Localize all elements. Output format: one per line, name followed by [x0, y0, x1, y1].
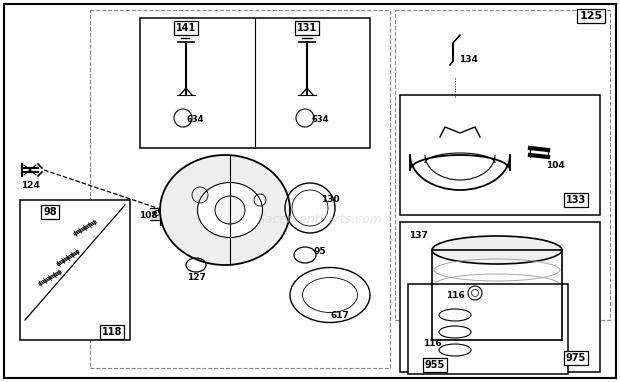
Text: 98: 98 [43, 207, 57, 217]
Text: 108: 108 [139, 210, 157, 220]
Bar [20, 200, 130, 340]
Bar [400, 222, 600, 372]
Text: 125: 125 [580, 11, 603, 21]
Bar [140, 18, 370, 148]
Text: ReplacementParts.com: ReplacementParts.com [237, 214, 383, 227]
Text: 141: 141 [176, 23, 196, 33]
Text: 131: 131 [297, 23, 317, 33]
Text: 118: 118 [102, 327, 122, 337]
Text: 127: 127 [187, 274, 205, 283]
Text: 95: 95 [314, 248, 326, 256]
Bar [395, 10, 610, 320]
Text: 130: 130 [321, 196, 339, 204]
Ellipse shape [432, 236, 562, 264]
Text: 133: 133 [566, 195, 586, 205]
Text: 104: 104 [546, 160, 564, 170]
Ellipse shape [432, 326, 562, 354]
Bar [408, 284, 568, 374]
Text: 116: 116 [423, 338, 441, 348]
Text: 975: 975 [566, 353, 586, 363]
Text: 116: 116 [446, 290, 464, 299]
Bar [90, 10, 390, 368]
Bar [400, 95, 600, 215]
Text: 634: 634 [186, 115, 204, 125]
Ellipse shape [160, 155, 290, 265]
Polygon shape [450, 35, 460, 65]
Text: 134: 134 [459, 55, 477, 65]
Text: 137: 137 [409, 230, 427, 240]
Circle shape [161, 220, 166, 225]
Polygon shape [150, 208, 168, 225]
Text: 617: 617 [330, 311, 350, 319]
Text: 124: 124 [20, 181, 40, 189]
Ellipse shape [198, 183, 262, 238]
Text: 634: 634 [311, 115, 329, 125]
Text: 955: 955 [425, 360, 445, 370]
Ellipse shape [215, 196, 245, 224]
Circle shape [154, 210, 159, 215]
